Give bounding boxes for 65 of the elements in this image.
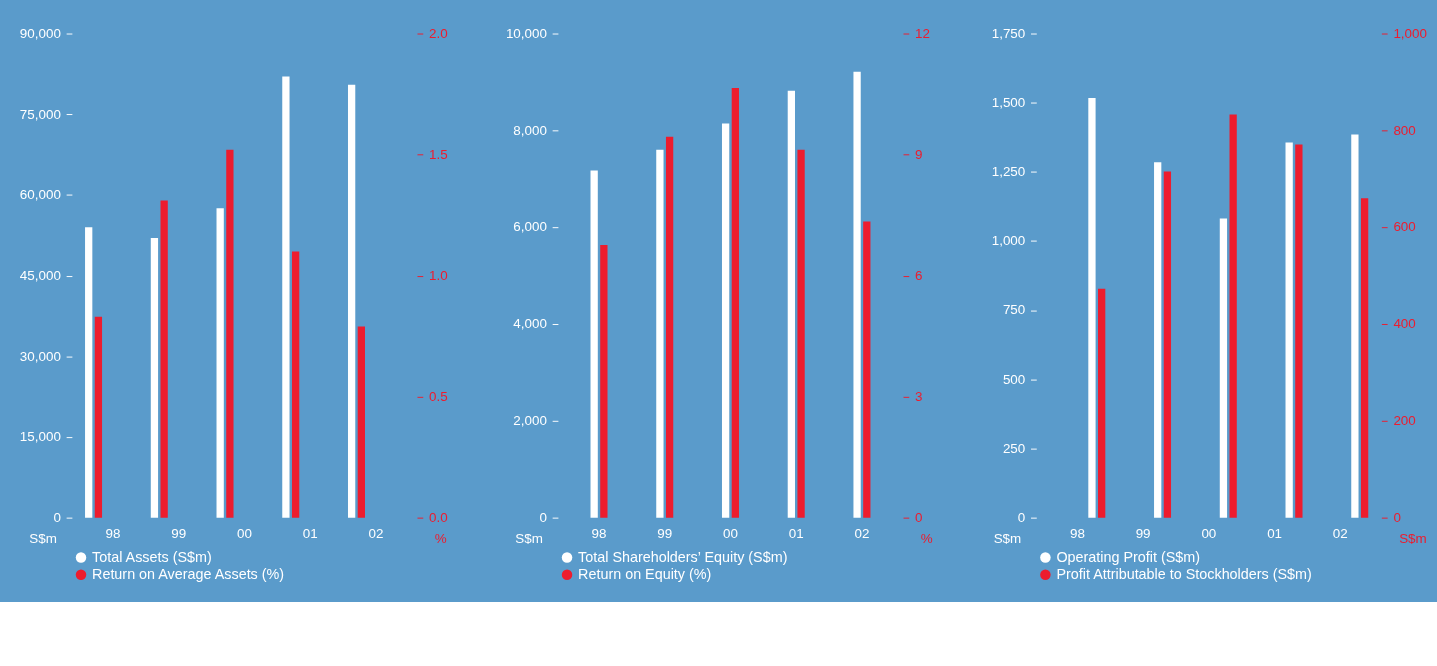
x-tick-label: 00 (723, 526, 738, 542)
y2-tick-label: 1.0 (428, 267, 448, 283)
y-tick-label: 500 (1002, 371, 1026, 387)
x-tick-label: 98 (1069, 526, 1085, 542)
y2-tick-label: 9 (915, 146, 923, 162)
y2-tick-label: 600 (1393, 219, 1416, 235)
x-tick-label: 00 (236, 526, 252, 542)
y-tick-label: 30,000 (19, 348, 61, 364)
y2-axis-title: % (434, 531, 447, 547)
x-tick-label: 01 (1267, 526, 1283, 542)
x-tick-label: 02 (854, 526, 870, 542)
x-tick-label: 01 (788, 526, 804, 542)
y2-tick-label: 12 (915, 25, 930, 41)
y2-tick-label: 400 (1393, 316, 1416, 332)
x-tick-label: 99 (657, 526, 673, 542)
y2-axis-title: S$m (1399, 531, 1427, 547)
y-axis-title: S$m (29, 531, 57, 547)
y-tick-label: 90,000 (19, 25, 61, 41)
y-axis-title: S$m (515, 531, 543, 547)
y2-tick-label: 6 (915, 267, 923, 283)
y2-tick-label: 0 (1393, 509, 1401, 525)
y2-tick-label: 800 (1393, 122, 1416, 138)
x-tick-label: 01 (302, 526, 318, 542)
legend-label: Return on Average Assets (%) (92, 566, 285, 583)
bar (347, 84, 356, 518)
y2-tick-label: 1,000 (1393, 25, 1427, 41)
y2-tick-label: 1.5 (428, 146, 448, 162)
legend-label: Operating Profit (S$m) (1056, 549, 1201, 566)
y-tick-label: 250 (1002, 440, 1026, 456)
y-tick-label: 1,000 (991, 233, 1026, 249)
y-axis-title: S$m (993, 531, 1022, 547)
legend-label: Total Assets (S$m) (92, 549, 212, 566)
legend-label: Return on Equity (%) (578, 566, 712, 583)
y-tick-label: 1,500 (991, 95, 1026, 111)
y-tick-label: 1,250 (991, 164, 1026, 180)
x-tick-label: 00 (1201, 526, 1217, 542)
y-tick-label: 0 (53, 509, 61, 525)
x-tick-label: 98 (591, 526, 607, 542)
x-tick-label: 02 (1332, 526, 1348, 542)
legend-label: Profit Attributable to Stockholders (S$m) (1056, 566, 1312, 583)
x-tick-label: 02 (368, 526, 384, 542)
y-tick-label: 10,000 (505, 25, 547, 41)
x-tick-label: 98 (105, 526, 121, 542)
y-tick-label: 4,000 (513, 316, 547, 332)
y-tick-label: 75,000 (19, 106, 61, 122)
y-tick-label: 2,000 (513, 413, 547, 429)
y2-tick-label: 0.0 (428, 509, 448, 525)
y-tick-label: 1,750 (991, 25, 1026, 41)
y-tick-label: 750 (1002, 302, 1026, 318)
y-tick-label: 8,000 (513, 122, 547, 138)
x-tick-label: 99 (1135, 526, 1151, 542)
y-tick-label: 0 (1017, 509, 1026, 525)
y-tick-label: 60,000 (19, 187, 61, 203)
y-tick-label: 15,000 (19, 429, 61, 445)
y2-tick-label: 0 (915, 509, 923, 525)
y-tick-label: 45,000 (19, 267, 61, 283)
y2-tick-label: 3 (915, 388, 923, 404)
y2-tick-label: 2.0 (428, 25, 448, 41)
legend-label: Total Shareholders’ Equity (S$m) (578, 549, 788, 566)
y-tick-label: 0 (539, 509, 547, 525)
y-tick-label: 6,000 (513, 219, 547, 235)
y2-tick-label: 200 (1393, 413, 1416, 429)
y2-axis-title: % (920, 531, 933, 547)
x-tick-label: 99 (171, 526, 187, 542)
y2-tick-label: 0.5 (428, 388, 448, 404)
